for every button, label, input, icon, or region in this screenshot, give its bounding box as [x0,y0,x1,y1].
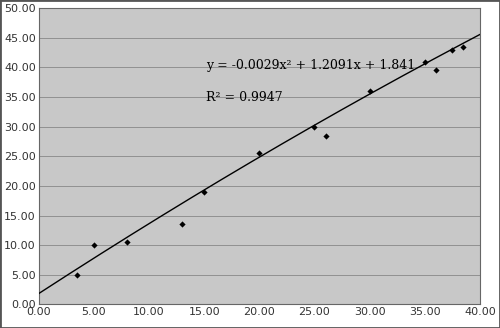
Point [178,222,186,227]
Text: y = -0.0029x² + 1.2091x + 1.841: y = -0.0029x² + 1.2091x + 1.841 [206,58,416,72]
Point [432,68,440,73]
Point [310,124,318,129]
Point [200,189,208,195]
Point [123,240,131,245]
Point [421,59,429,64]
Point [90,243,98,248]
Text: R² = 0.9947: R² = 0.9947 [206,91,283,104]
Point [460,44,468,49]
Point [366,89,374,94]
Point [322,133,330,138]
Point [256,151,264,156]
Point [74,272,82,277]
Point [448,47,456,52]
